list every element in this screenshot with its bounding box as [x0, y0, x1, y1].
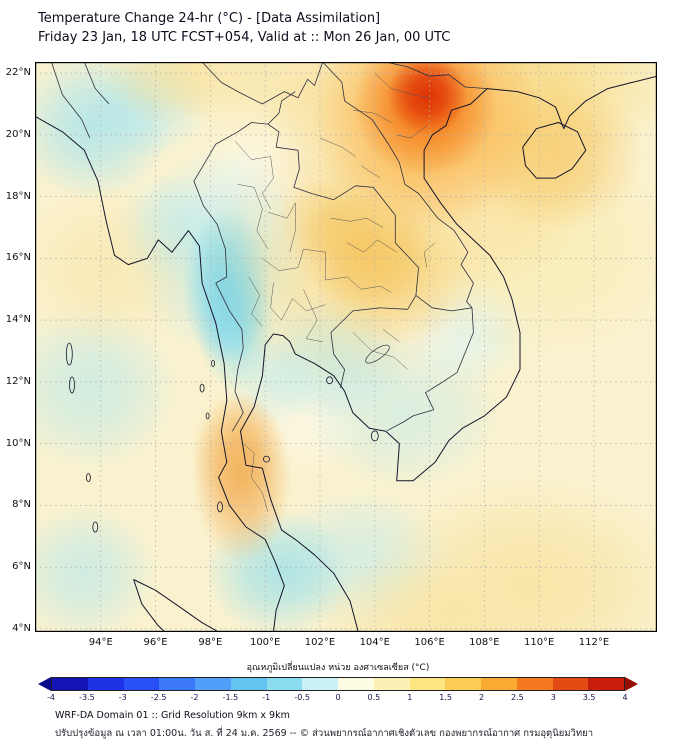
colorbar-segment	[481, 678, 517, 690]
lon-tick-label: 112°E	[578, 637, 610, 648]
colorbar-segment	[516, 678, 553, 690]
lat-tick-label: 14°N	[5, 314, 31, 326]
page-subtitle: Friday 23 Jan, 18 UTC FCST+054, Valid at…	[38, 30, 451, 45]
colorbar-tick-label: -1.5	[222, 693, 239, 702]
footer: WRF-DA Domain 01 :: Grid Resolution 9km …	[55, 710, 593, 741]
lat-tick-label: 18°N	[5, 190, 31, 202]
map-overlay	[35, 62, 657, 632]
lon-tick-label: 100°E	[249, 637, 281, 648]
colorbar-segment	[373, 678, 410, 690]
map-border	[35, 62, 657, 632]
colorbar-tick-label: 0.5	[367, 693, 381, 702]
lat-tick-label: 10°N	[5, 437, 31, 449]
colorbar	[38, 677, 638, 691]
colorbar-tick-label: 4	[622, 693, 628, 702]
temperature-field	[35, 62, 657, 632]
lat-tick-label: 16°N	[5, 252, 31, 264]
colorbar-segment	[195, 678, 231, 690]
lon-tick-label: 94°E	[88, 637, 113, 648]
footer-model-info: WRF-DA Domain 01 :: Grid Resolution 9km …	[55, 710, 290, 721]
colorbar-ticks: -4 -3.5 -3 -2.5 -2 -1.5 -1 -0.5 0 0.5 1 1.5 2 2.5 3 3.5…	[38, 693, 638, 705]
colorbar-segment	[230, 678, 267, 690]
colorbar-segment	[123, 678, 160, 690]
colorbar-tick-label: -0.5	[294, 693, 310, 702]
colorbar-right-arrow	[625, 677, 638, 691]
province-borders	[234, 72, 436, 512]
colorbar-tick-label: 1.5	[439, 693, 452, 702]
page-title: Temperature Change 24-hr (°C) - [Data As…	[38, 11, 381, 26]
colorbar-segment	[302, 678, 338, 690]
colorbar-tick-label: -3	[118, 693, 127, 702]
islands	[65, 342, 390, 533]
colorbar-tick-label: -2.5	[150, 693, 167, 702]
colorbar-tick-label: -3.5	[79, 693, 95, 702]
colorbar-left-arrow	[38, 677, 51, 691]
lon-tick-label: 104°E	[359, 637, 390, 648]
lat-tick-label: 12°N	[5, 375, 31, 387]
colorbar-tick-label: -1	[262, 693, 271, 702]
colorbar-tick-label: 1	[407, 693, 413, 702]
colorbar-segment	[552, 678, 589, 690]
colorbar-block: อุณหภูมิเปลี่ยนแปลง หน่วย องศาเซลเซียส (…	[38, 660, 638, 705]
colorbar-segment	[87, 678, 124, 690]
lon-tick-label: 98°E	[198, 637, 223, 648]
lat-tick-label: 4°N	[12, 622, 31, 634]
lat-tick-label: 20°N	[5, 128, 31, 140]
map-frame	[35, 62, 657, 632]
colorbar-tick-label: 2	[478, 693, 485, 702]
lon-tick-label: 110°E	[523, 637, 555, 648]
colorbar-segments	[51, 677, 625, 691]
lon-tick-label: 106°E	[414, 637, 445, 648]
colorbar-tick-label: 3	[550, 693, 556, 702]
header: Temperature Change 24-hr (°C) - [Data As…	[38, 9, 450, 47]
lon-tick-label: 108°E	[469, 637, 500, 648]
colorbar-tick-label: 0	[335, 693, 341, 702]
colorbar-tick-label: 2.5	[511, 693, 524, 702]
country-borders	[51, 62, 488, 432]
grid-lines	[35, 62, 657, 632]
colorbar-tick-label: -4	[47, 693, 55, 702]
colorbar-segment	[338, 678, 374, 690]
colorbar-segment	[445, 678, 481, 690]
colorbar-segment	[266, 678, 303, 690]
colorbar-tick-label: 3.5	[582, 693, 596, 702]
lat-tick-label: 8°N	[12, 499, 31, 511]
colorbar-segment	[52, 678, 88, 690]
colorbar-title: อุณหภูมิเปลี่ยนแปลง หน่วย องศาเซลเซียส (…	[246, 663, 430, 673]
lat-tick-label: 6°N	[12, 561, 31, 573]
lon-tick-label: 96°E	[143, 637, 168, 648]
footer-agency-info: ปรับปรุงข้อมูล ณ เวลา 01:00น. วัน ส. ที่…	[55, 728, 594, 739]
lat-tick-label: 22°N	[5, 67, 31, 79]
colorbar-tick-label: -2	[190, 693, 199, 702]
colorbar-segment	[159, 678, 195, 690]
colorbar-segment	[409, 678, 446, 690]
lon-tick-label: 102°E	[304, 637, 336, 648]
coastlines	[35, 75, 657, 632]
colorbar-segment	[588, 678, 624, 690]
